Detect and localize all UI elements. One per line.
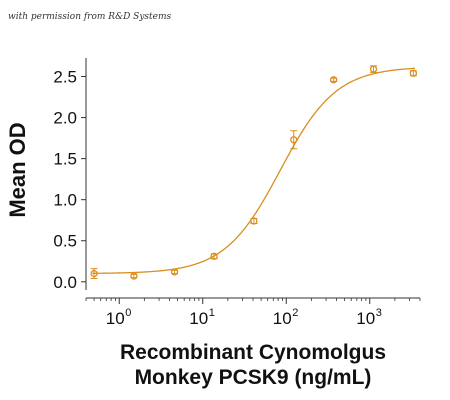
y-tick-label: 2.0 — [53, 109, 77, 128]
data-point — [409, 69, 418, 77]
credit-text: with permission from R&D Systems — [8, 12, 172, 22]
x-tick-label: 10 — [189, 309, 208, 328]
x-tick-label-exponent: 3 — [376, 307, 382, 319]
x-tick-label-exponent: 0 — [125, 307, 131, 319]
data-point — [369, 65, 378, 73]
fit-curve — [92, 67, 416, 274]
x-tick-label-exponent: 1 — [209, 307, 215, 319]
y-tick-label: 0.0 — [53, 273, 77, 292]
x-tick-label: 10 — [356, 309, 375, 328]
x-tick-label-exponent: 2 — [292, 307, 298, 319]
data-point — [90, 269, 98, 278]
x-axis-title-line-1: Recombinant Cynomolgus — [120, 341, 386, 364]
data-point — [290, 136, 298, 144]
data-point — [250, 217, 258, 225]
y-tick-label: 1.5 — [53, 150, 77, 169]
y-tick-label: 1.0 — [53, 191, 77, 210]
x-axis-title-line-2: Monkey PCSK9 (ng/mL) — [135, 366, 372, 389]
data-point — [130, 272, 138, 280]
x-tick-label: 10 — [106, 309, 125, 328]
y-tick-label: 0.5 — [53, 232, 77, 251]
y-tick-label: 2.5 — [53, 68, 77, 87]
data-point — [330, 76, 338, 84]
data-point — [170, 268, 179, 276]
data-point — [210, 252, 218, 260]
plot-area: 0.00.51.01.52.02.510 0 10 1 10 2 10 3 — [53, 58, 421, 328]
y-axis-title: Mean OD — [5, 122, 30, 217]
x-tick-label: 10 — [273, 309, 292, 328]
